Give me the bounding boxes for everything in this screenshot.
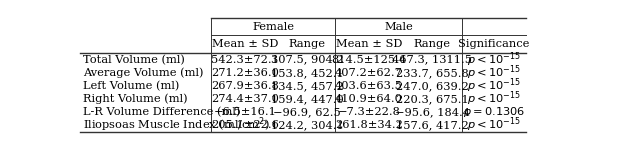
Text: Significance: Significance xyxy=(458,39,530,49)
Text: 157.6, 417.2: 157.6, 417.2 xyxy=(396,120,468,130)
Text: Range: Range xyxy=(289,39,325,49)
Text: 205.1±22.6: 205.1±22.6 xyxy=(211,120,279,130)
Text: 267.9±36.8: 267.9±36.8 xyxy=(211,81,279,91)
Text: −95.6, 184.4: −95.6, 184.4 xyxy=(395,107,470,117)
Text: 124.2, 304.1: 124.2, 304.1 xyxy=(271,120,343,130)
Text: 220.3, 675.1: 220.3, 675.1 xyxy=(396,94,468,104)
Text: Left Volume (ml): Left Volume (ml) xyxy=(83,81,179,91)
Text: Range: Range xyxy=(413,39,451,49)
Text: Right Volume (ml): Right Volume (ml) xyxy=(83,94,188,104)
Text: $p < 10^{-15}$: $p < 10^{-15}$ xyxy=(467,63,521,82)
Text: Average Volume (ml): Average Volume (ml) xyxy=(83,67,204,78)
Text: Iliopsoas Muscle Index (ml/cm$^2$): Iliopsoas Muscle Index (ml/cm$^2$) xyxy=(83,116,269,135)
Text: Male: Male xyxy=(384,22,413,32)
Text: 407.2±62.7: 407.2±62.7 xyxy=(335,68,403,78)
Text: $p < 10^{-15}$: $p < 10^{-15}$ xyxy=(467,90,521,108)
Text: 153.8, 452.1: 153.8, 452.1 xyxy=(271,68,343,78)
Text: 403.6±63.5: 403.6±63.5 xyxy=(335,81,403,91)
Text: 261.8±34.2: 261.8±34.2 xyxy=(335,120,403,130)
Text: L-R Volume Difference (ml): L-R Volume Difference (ml) xyxy=(83,107,241,117)
Text: Female: Female xyxy=(252,22,294,32)
Text: −6.5±16.1: −6.5±16.1 xyxy=(214,107,276,117)
Text: 233.7, 655.8: 233.7, 655.8 xyxy=(396,68,468,78)
Text: −7.3±22.8: −7.3±22.8 xyxy=(337,107,401,117)
Text: Mean ± SD: Mean ± SD xyxy=(212,39,278,49)
Text: 467.3, 1311.5: 467.3, 1311.5 xyxy=(392,55,472,65)
Text: −96.9, 62.5: −96.9, 62.5 xyxy=(273,107,340,117)
Text: $p = 0.1306$: $p = 0.1306$ xyxy=(463,105,525,119)
Text: 247.0, 639.2: 247.0, 639.2 xyxy=(396,81,468,91)
Text: 814.5±125.4: 814.5±125.4 xyxy=(332,55,406,65)
Text: 307.5, 904.2: 307.5, 904.2 xyxy=(271,55,343,65)
Text: 134.5, 457.2: 134.5, 457.2 xyxy=(271,81,343,91)
Text: $p < 10^{-15}$: $p < 10^{-15}$ xyxy=(467,116,521,135)
Text: 274.4±37.0: 274.4±37.0 xyxy=(211,94,279,104)
Text: $p < 10^{-15}$: $p < 10^{-15}$ xyxy=(467,50,521,69)
Text: Total Volume (ml): Total Volume (ml) xyxy=(83,54,185,65)
Text: Mean ± SD: Mean ± SD xyxy=(336,39,402,49)
Text: $p < 10^{-15}$: $p < 10^{-15}$ xyxy=(467,77,521,95)
Text: 271.2±36.0: 271.2±36.0 xyxy=(211,68,279,78)
Text: 410.9±64.0: 410.9±64.0 xyxy=(335,94,403,104)
Text: 159.4, 447.0: 159.4, 447.0 xyxy=(271,94,343,104)
Text: 542.3±72.1: 542.3±72.1 xyxy=(211,55,279,65)
